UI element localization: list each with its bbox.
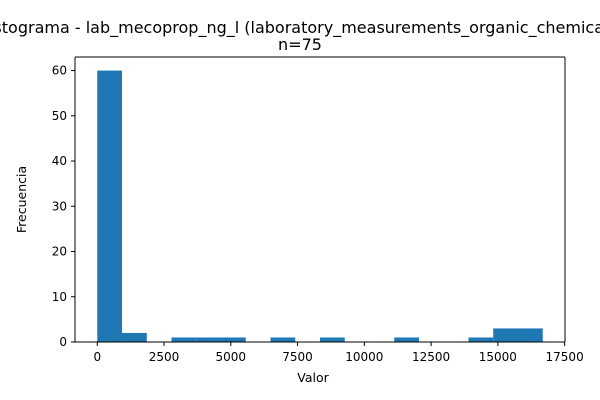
y-ticks-group: 0 10 20 30 40 50 60 — [52, 64, 75, 349]
histogram-bar — [171, 337, 197, 342]
histogram-bar — [270, 337, 296, 342]
x-tick-label: 7500 — [282, 350, 313, 364]
y-tick-label: 60 — [52, 64, 67, 78]
bars-group — [97, 70, 543, 343]
y-tick-label: 30 — [52, 199, 67, 213]
histogram-bar — [320, 337, 345, 342]
y-tick-label: 0 — [59, 335, 67, 349]
histogram-bar — [517, 328, 543, 342]
y-tick-label: 10 — [52, 290, 67, 304]
y-tick-label: 50 — [52, 109, 67, 123]
histogram-bar — [468, 337, 494, 342]
x-tick-label: 0 — [93, 350, 101, 364]
x-tick-label: 12500 — [412, 350, 450, 364]
histogram-bar — [97, 70, 123, 343]
x-tick-label: 15000 — [479, 350, 517, 364]
y-tick-label: 40 — [52, 154, 67, 168]
y-axis-label: Frecuencia — [14, 166, 29, 233]
histogram-bar — [394, 337, 419, 342]
chart-subtitle: n=75 — [278, 35, 322, 54]
y-tick-label: 20 — [52, 245, 67, 259]
x-tick-label: 2500 — [149, 350, 180, 364]
x-tick-label: 5000 — [216, 350, 247, 364]
histogram-bar — [221, 337, 246, 342]
histogram-bar — [493, 328, 518, 342]
histogram-bar — [196, 337, 222, 342]
chart-title: Histograma - lab_mecoprop_ng_l (laborato… — [0, 18, 600, 38]
x-axis-label: Valor — [297, 370, 329, 385]
x-ticks-group: 0 2500 5000 7500 10000 12500 15000 17500 — [93, 342, 584, 364]
histogram-bar — [122, 332, 147, 342]
x-tick-label: 17500 — [546, 350, 584, 364]
x-tick-label: 10000 — [345, 350, 383, 364]
